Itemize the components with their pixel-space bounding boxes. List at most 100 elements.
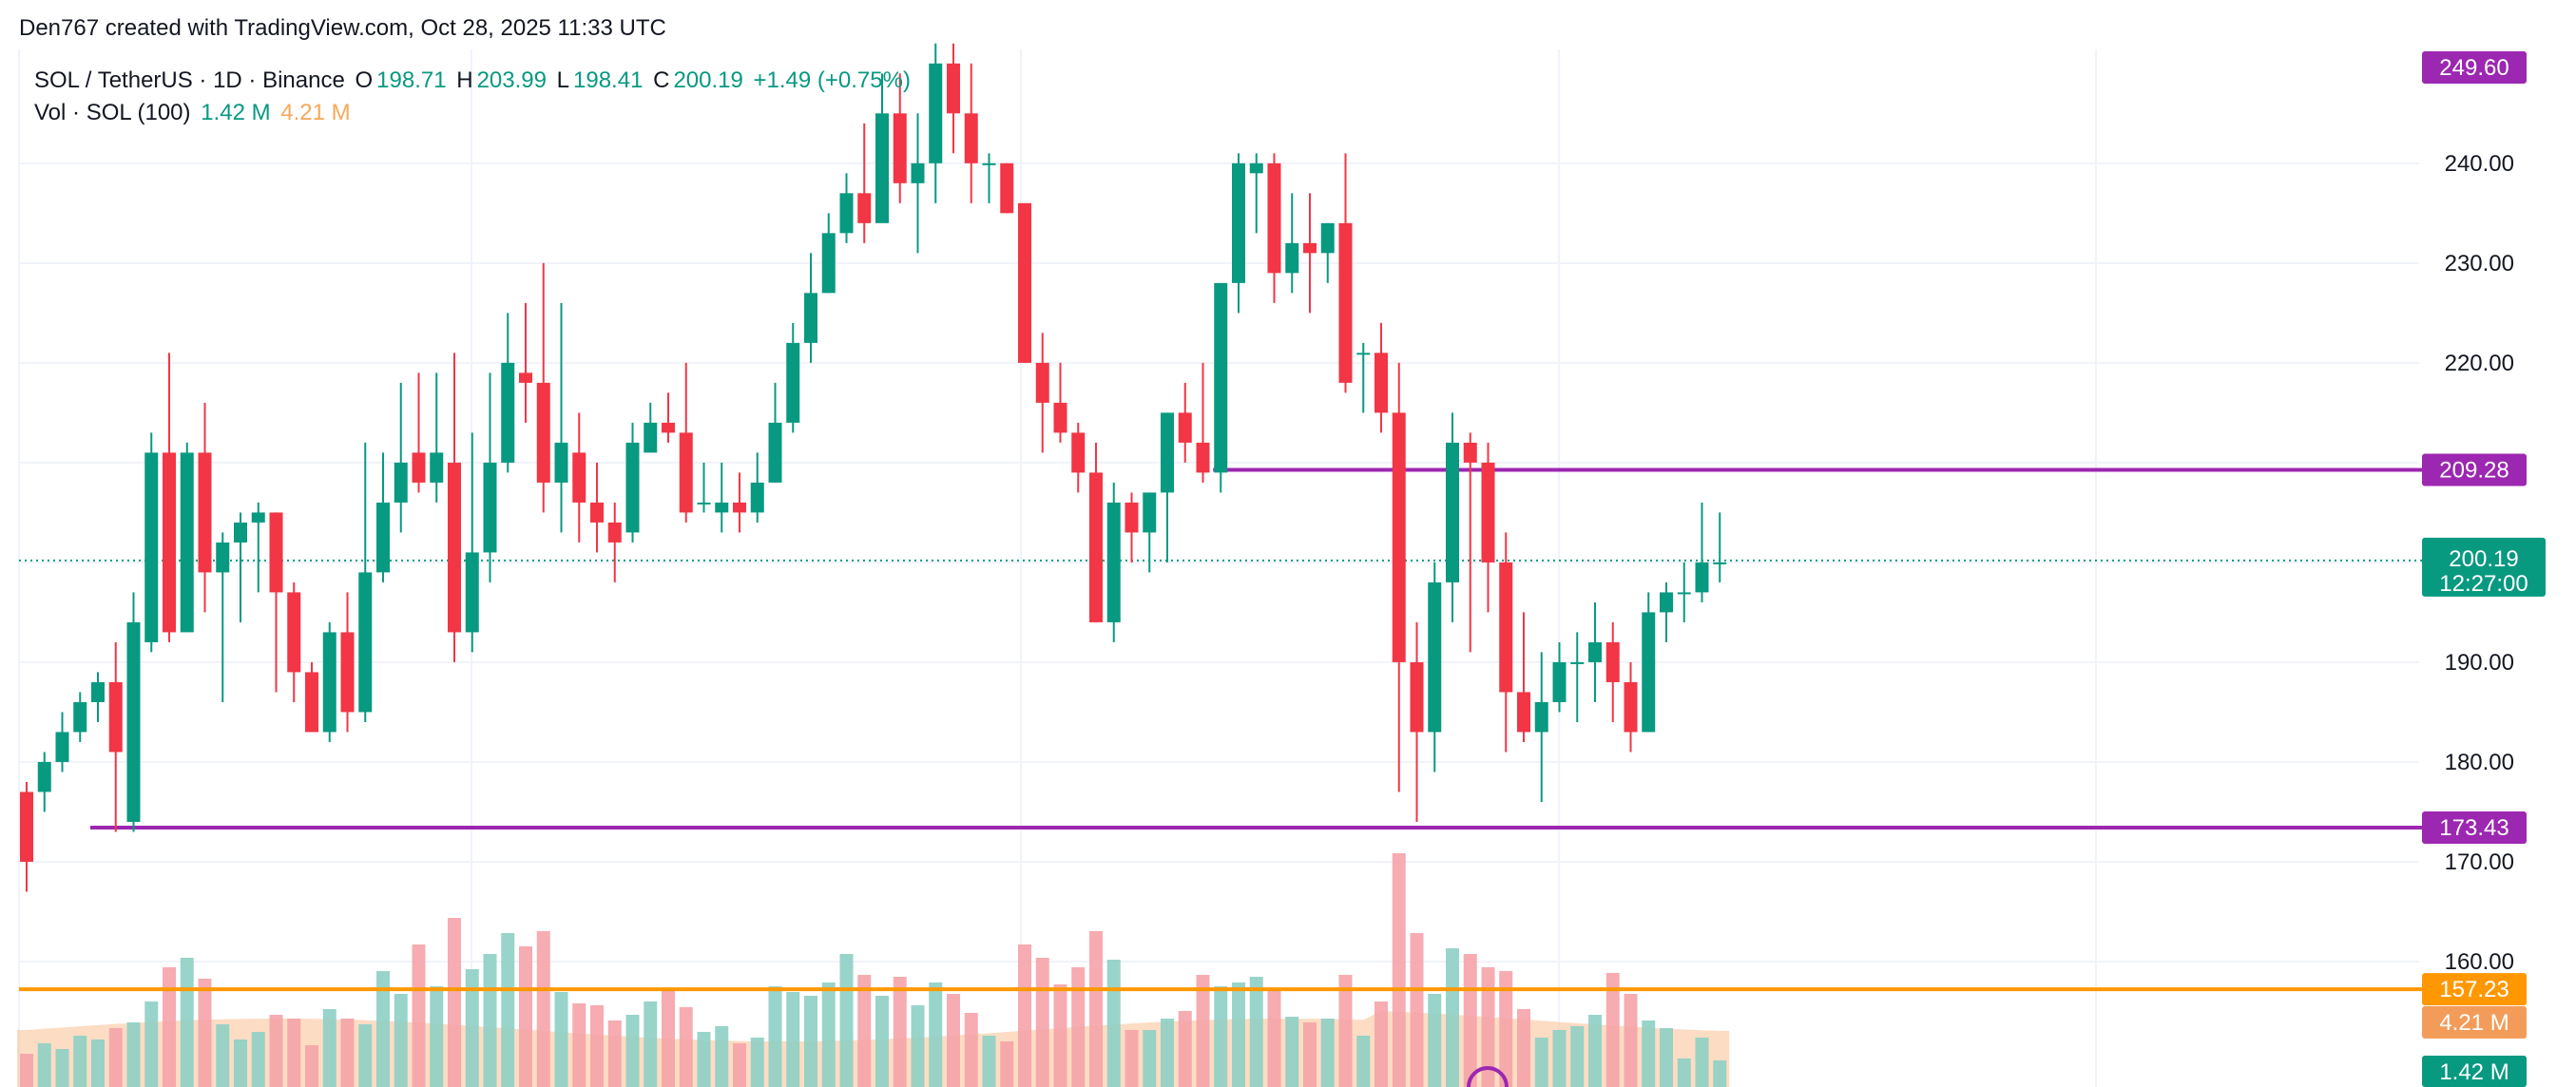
low-value: 198.41 [573,67,644,93]
price-label-text: 173.43 [2439,815,2509,841]
price-label-text: 157.23 [2439,977,2509,1002]
volume-bar [501,933,515,1087]
volume-bar [1196,975,1210,1087]
candle-body [1161,412,1174,493]
volume-bar [108,1028,123,1087]
volume-bar [857,975,872,1087]
candle-body [1053,402,1067,433]
candle-body [1677,592,1691,595]
candle-body [821,233,836,294]
candle-body [1000,162,1014,214]
candle-body [1534,701,1548,733]
volume-bar [1517,1009,1530,1087]
volume-bar [1375,1001,1388,1087]
volume-label[interactable]: Vol · SOL (100) [34,100,191,125]
candle-body [340,632,355,713]
tradingview-marker-icon [1467,1066,1509,1087]
candle-body [1196,442,1210,473]
volume-bar [1481,967,1495,1087]
price-label-text: 209.28 [2439,457,2509,483]
candle-body [804,293,817,343]
candle-body [1392,412,1406,662]
candle-body [786,342,800,423]
volume-bar [1713,1060,1727,1087]
candle-body [1303,242,1317,254]
price-axis-tick-label: 180.00 [2445,750,2514,775]
volume-bar [448,918,461,1087]
candle-body [358,572,373,713]
candle-body [857,193,872,223]
volume-bar [768,986,782,1087]
candle-body [412,452,426,483]
volume-bar [1320,1019,1335,1087]
candle-body [1499,562,1513,693]
candle-body [37,761,51,792]
volume-bar [305,1045,318,1087]
volume-bar [1428,994,1442,1087]
candle-body [733,502,746,513]
volume-bar [216,1024,230,1087]
volume-bar [572,1003,586,1087]
candle-body [126,621,141,822]
volume-bar [234,1039,247,1087]
volume-bar [198,979,212,1087]
volume-bar [625,1015,640,1087]
candle-body [1642,612,1656,733]
open-value: 198.71 [376,67,447,93]
candle-body [929,63,943,163]
candle-body [1232,162,1245,283]
volume-bar [126,1022,141,1087]
candle-body [750,482,764,513]
candle-body [1267,162,1281,274]
volume-bar [1178,1011,1192,1087]
volume-bar [1018,944,1031,1087]
volume-bar [733,1043,746,1087]
volume-bar [644,1001,658,1087]
volume-bar [55,1049,69,1087]
volume-bar [519,946,532,1087]
high-value: 203.99 [476,67,547,93]
volume-bar [1089,931,1103,1087]
candle-body [73,701,87,733]
volume-bar [1249,977,1263,1087]
volume-bar [73,1036,87,1087]
volume-bar [893,977,907,1087]
candle-body [1695,562,1709,593]
candle-body [1588,641,1602,662]
volume-bar [180,958,194,1087]
volume-bar [804,996,817,1087]
candle-body [483,462,497,553]
candle-body [448,462,461,633]
volume-bar [1285,1017,1299,1087]
candle-body [1018,202,1031,363]
volume-bar [715,1026,729,1087]
volume-bar [821,982,836,1087]
volume-legend: Vol · SOL (100) 1.42 M 4.21 M [34,100,355,126]
volume-bar [340,1019,355,1087]
volume-bar [1053,984,1067,1087]
candle-body [1713,562,1727,564]
volume-bar [144,1001,159,1087]
price-label-box [2422,810,2527,844]
volume-bar [1161,1019,1174,1087]
candle-body [644,422,658,453]
candle-body [1035,362,1049,403]
volume-bar [1660,1028,1673,1087]
volume-bar [20,1054,33,1087]
candle-body [1517,692,1530,733]
symbol-label[interactable]: SOL / TetherUS · 1D · Binance [34,67,345,93]
volume-bar [1499,971,1513,1087]
candle-body [1178,412,1192,443]
candle-body [1605,641,1620,682]
volume-value: 1.42 M [201,100,271,125]
price-axis-tick-label: 230.00 [2445,251,2514,277]
candle-body [144,452,159,642]
volume-last-label-box [2422,1056,2527,1087]
candle-body [1089,472,1103,622]
volume-bar [607,1020,622,1087]
volume-bar [590,1005,604,1087]
candle-body [1356,353,1371,355]
candle-body [305,672,318,733]
